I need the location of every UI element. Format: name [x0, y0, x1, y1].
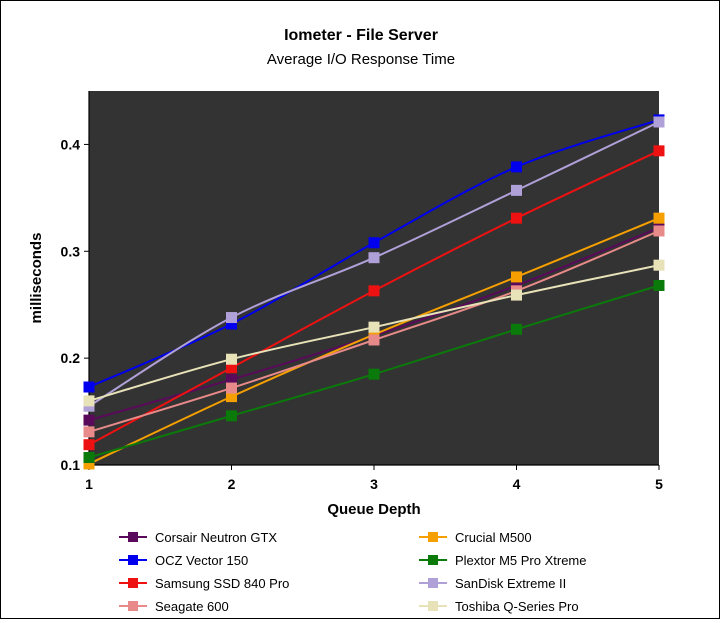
data-point — [653, 225, 665, 237]
data-point — [653, 145, 665, 157]
data-point — [653, 279, 665, 291]
data-point — [368, 321, 380, 333]
data-point — [83, 439, 95, 451]
legend-label: Corsair Neutron GTX — [155, 530, 277, 545]
data-point — [83, 381, 95, 393]
data-point — [368, 334, 380, 346]
legend-marker — [428, 578, 438, 588]
legend-marker — [128, 532, 138, 542]
x-axis-label: Queue Depth — [327, 501, 420, 518]
legend-label: Toshiba Q-Series Pro — [455, 599, 579, 614]
legend-marker — [128, 601, 138, 611]
legend-label: Seagate 600 — [155, 599, 229, 614]
x-tick-label: 5 — [655, 476, 663, 492]
legend-item: OCZ Vector 150 — [119, 553, 248, 568]
y-tick-label: 0.4 — [61, 136, 81, 152]
data-point — [368, 252, 380, 264]
chart-subtitle: Average I/O Response Time — [267, 51, 455, 68]
data-point — [226, 362, 237, 374]
data-point — [368, 285, 380, 297]
data-point — [368, 368, 380, 380]
data-point — [83, 458, 95, 470]
data-point — [511, 323, 522, 335]
legend-marker — [128, 578, 138, 588]
legend-item: Crucial M500 — [419, 530, 532, 545]
y-tick-label: 0.2 — [61, 350, 81, 366]
data-point — [653, 259, 665, 271]
data-point — [226, 312, 237, 324]
series-layer — [83, 114, 665, 470]
data-point — [226, 374, 237, 386]
y-tick-label: 0.1 — [61, 457, 81, 473]
legend-label: Plextor M5 Pro Xtreme — [455, 553, 587, 568]
legend-marker — [428, 555, 438, 565]
legend-label: Samsung SSD 840 Pro — [155, 576, 289, 591]
chart-title: Iometer - File Server — [284, 27, 438, 44]
data-point — [226, 391, 237, 403]
legend-item: SanDisk Extreme II — [419, 576, 566, 591]
data-point — [83, 395, 95, 407]
legend-marker — [128, 555, 138, 565]
data-point — [511, 184, 522, 196]
data-point — [368, 237, 380, 249]
legend-label: Crucial M500 — [455, 530, 532, 545]
data-point — [226, 353, 237, 365]
data-point — [226, 410, 237, 422]
x-tick-label: 1 — [85, 476, 93, 492]
data-point — [511, 212, 522, 224]
data-point — [226, 318, 237, 330]
x-tick-label: 3 — [370, 476, 378, 492]
y-tick-label: 0.3 — [61, 243, 81, 259]
series-toshiba-q-series-pro — [83, 259, 665, 407]
series-plextor-m5-pro-xtreme — [83, 279, 665, 464]
data-point — [511, 161, 522, 173]
legend-item: Samsung SSD 840 Pro — [119, 576, 289, 591]
data-point — [653, 116, 665, 128]
legend-marker — [428, 532, 438, 542]
data-point — [83, 452, 95, 464]
legend-label: OCZ Vector 150 — [155, 553, 248, 568]
data-point — [83, 414, 95, 426]
x-tick-label: 2 — [228, 476, 236, 492]
data-point — [511, 271, 522, 283]
data-point — [653, 212, 665, 224]
data-point — [511, 289, 522, 301]
legend: Corsair Neutron GTX Crucial M500 OCZ Vecto… — [119, 530, 587, 614]
series-samsung-ssd-840-pro — [83, 145, 665, 451]
legend-item: Corsair Neutron GTX — [119, 530, 277, 545]
data-point — [226, 382, 237, 394]
legend-item: Seagate 600 — [119, 599, 229, 614]
data-point — [83, 426, 95, 438]
y-axis-label: milliseconds — [28, 233, 45, 324]
x-tick-label: 4 — [513, 476, 521, 492]
legend-label: SanDisk Extreme II — [455, 576, 566, 591]
legend-item: Toshiba Q-Series Pro — [419, 599, 579, 614]
legend-marker — [428, 601, 438, 611]
legend-item: Plextor M5 Pro Xtreme — [419, 553, 587, 568]
